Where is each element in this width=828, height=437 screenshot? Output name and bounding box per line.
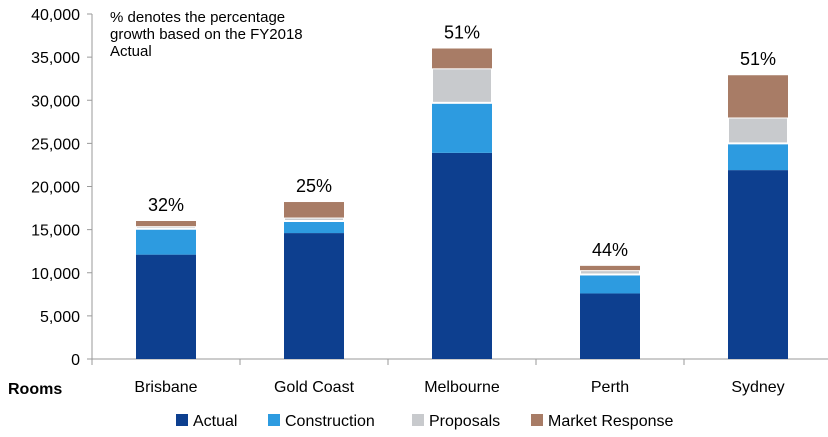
bar-segment-actual [728, 170, 788, 359]
bar-segment-construction [136, 228, 196, 255]
legend-swatch [176, 414, 188, 426]
y-tick-label: 40,000 [31, 7, 80, 24]
bar-stacks [135, 48, 789, 359]
category-labels: Brisbane Gold Coast Melbourne Perth Sydney [134, 379, 784, 396]
bar-segment-proposals [727, 116, 789, 145]
legend-swatch [412, 414, 424, 426]
bar-segment-market-response [432, 48, 492, 69]
category-label: Sydney [731, 379, 784, 396]
legend: Actual Construction Proposals Market Respon… [176, 413, 673, 430]
bar-segment-construction [284, 221, 344, 234]
bar-segment-market-response [580, 265, 640, 271]
bar-segment-market-response [284, 202, 344, 218]
bar-segment-proposals [135, 225, 197, 230]
growth-percentage-label: 44% [592, 240, 628, 260]
annotation-line-1: % denotes the percentage [110, 9, 285, 26]
legend-label: Actual [193, 413, 237, 430]
y-tick-label: 35,000 [31, 50, 80, 67]
bar-segment-actual [580, 293, 640, 359]
category-label: Melbourne [424, 379, 500, 396]
bar-segment-proposals [283, 216, 345, 223]
y-tick-label: 25,000 [31, 136, 80, 153]
y-axis-title: Rooms [8, 381, 62, 398]
y-tick-label: 10,000 [31, 266, 80, 283]
y-tick-label: 20,000 [31, 180, 80, 197]
growth-percentage-label: 51% [740, 49, 776, 69]
bar-segment-construction [580, 274, 640, 294]
category-label: Perth [591, 379, 629, 396]
legend-label: Construction [285, 413, 375, 430]
annotation-line-3: Actual [110, 43, 152, 60]
y-tick-label: 0 [71, 352, 80, 369]
growth-percentage-label: 25% [296, 176, 332, 196]
y-tick-label: 15,000 [31, 223, 80, 240]
bar-segment-actual [136, 254, 196, 359]
y-tick-label: 5,000 [40, 309, 80, 326]
category-label: Gold Coast [274, 379, 355, 396]
legend-swatch [268, 414, 280, 426]
bar-segment-proposals [431, 67, 493, 104]
bar-segment-market-response [136, 221, 196, 227]
bar-segment-proposals [579, 269, 641, 276]
legend-label: Market Response [548, 413, 673, 430]
bar-segment-construction [728, 143, 788, 171]
growth-percentage-label: 32% [148, 195, 184, 215]
annotation-text: % denotes the percentage growth based on… [110, 9, 307, 60]
y-tick-label: 30,000 [31, 93, 80, 110]
growth-percentage-label: 51% [444, 23, 480, 43]
y-tick-labels: 0 5,000 10,000 15,000 20,000 25,000 30,000 35,0… [31, 7, 80, 369]
bar-segment-market-response [728, 75, 788, 118]
bar-segment-actual [432, 152, 492, 359]
bar-segment-construction [432, 102, 492, 153]
category-label: Brisbane [134, 379, 197, 396]
legend-label: Proposals [429, 413, 500, 430]
annotation-line-2: growth based on the FY2018 [110, 26, 303, 43]
bar-segment-actual [284, 233, 344, 359]
growth-labels: 32% 25% 51% 44% 51% [148, 23, 776, 260]
legend-swatch [531, 414, 543, 426]
